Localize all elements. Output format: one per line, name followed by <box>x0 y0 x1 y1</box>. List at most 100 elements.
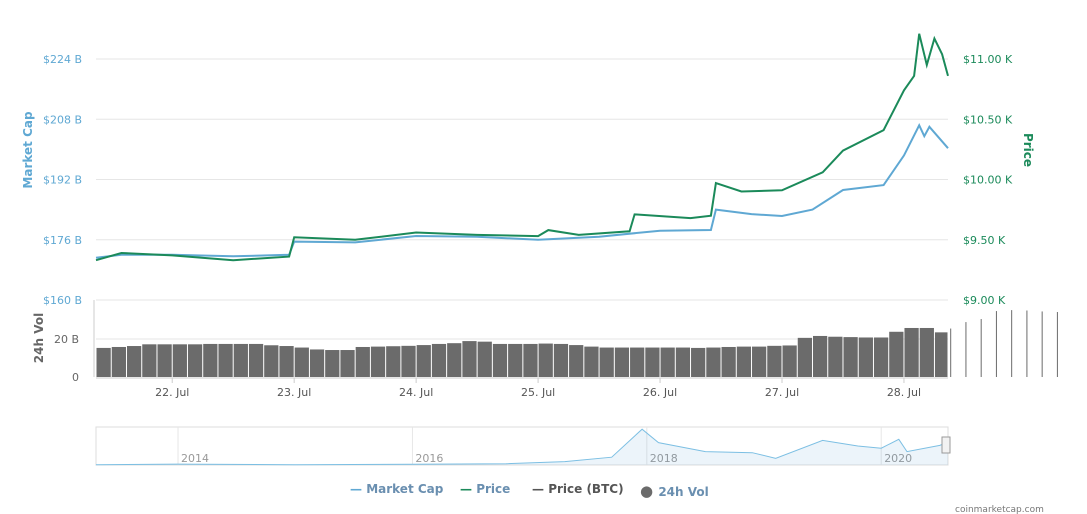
price-line <box>95 33 949 262</box>
volume-bar <box>995 311 997 377</box>
x-tick-label: 28. Jul <box>887 386 921 399</box>
volume-bar <box>96 347 111 377</box>
credit[interactable]: coinmarketcap.com <box>955 505 1044 514</box>
volume-bar <box>782 345 797 377</box>
volume-bar <box>279 346 294 377</box>
volume-bar <box>447 343 462 377</box>
navigator-year-label: 2016 <box>415 452 443 465</box>
volume-bar <box>812 335 828 377</box>
volume-bar <box>462 341 477 377</box>
market-cap-line <box>95 123 949 259</box>
volume-bar <box>492 343 508 377</box>
left-tick-label: $160 B <box>43 294 82 307</box>
volume-bar <box>370 346 386 377</box>
vol-tick-label: 0 <box>72 371 79 384</box>
volume-bar <box>706 347 721 377</box>
volume-bar <box>325 350 340 377</box>
volume-bar <box>248 343 264 377</box>
volume-bar <box>721 346 736 377</box>
legend-item-24h-vol[interactable]: ● 24h Vol <box>640 482 709 500</box>
navigator-line <box>95 428 949 466</box>
volume-bar <box>843 337 858 377</box>
volume-bar <box>340 350 355 377</box>
x-tick-label: 23. Jul <box>277 386 311 399</box>
right-tick-label: $11.00 K <box>963 53 1013 66</box>
volume-bar <box>416 345 431 377</box>
right-axis-title: Price <box>1021 133 1035 167</box>
x-tick-label: 22. Jul <box>155 386 189 399</box>
volume-bar <box>1011 310 1013 377</box>
volume-bar <box>142 344 157 377</box>
volume-bar <box>126 346 142 377</box>
right-tick-label: $10.00 K <box>963 174 1013 187</box>
volume-bar <box>309 349 325 377</box>
volume-bar <box>660 347 675 377</box>
legend-item-market-cap[interactable]: — Market Cap <box>350 482 444 496</box>
volume-bar <box>233 343 248 377</box>
volume-bar <box>736 346 752 377</box>
legend-line-icon: — <box>532 482 549 496</box>
left-tick-label: $208 B <box>43 113 82 126</box>
volume-bar <box>599 347 614 377</box>
legend-line-icon: — <box>350 482 367 496</box>
volume-bar <box>1056 312 1058 377</box>
volume-bar <box>111 346 126 377</box>
volume-bar <box>965 322 967 377</box>
legend-item-price-btc[interactable]: — Price (BTC) <box>532 482 624 496</box>
left-tick-label: $192 B <box>43 174 82 187</box>
vol-axis-title: 24h Vol <box>32 313 46 363</box>
volume-bar <box>828 336 843 377</box>
left-axis-title: Market Cap <box>21 111 35 189</box>
volume-bar <box>767 345 782 377</box>
volume-bar <box>386 346 401 377</box>
volume-bar <box>645 347 660 377</box>
volume-bar <box>752 346 767 377</box>
navigator-area <box>96 429 948 465</box>
x-tick-label: 26. Jul <box>643 386 677 399</box>
volume-bar <box>508 343 523 377</box>
volume-bar <box>797 337 812 377</box>
volume-bar <box>614 347 630 377</box>
left-tick-label: $176 B <box>43 234 82 247</box>
vol-tick-label: 20 B <box>54 333 79 346</box>
volume-bar <box>889 331 904 377</box>
volume-bar <box>553 343 569 377</box>
navigator-handle <box>941 436 951 454</box>
volume-bar <box>919 327 934 377</box>
volume-bar <box>950 328 952 377</box>
right-tick-label: $9.00 K <box>963 294 1006 307</box>
volume-bar <box>569 345 584 377</box>
volume-bar <box>630 347 645 377</box>
navigator-year-label: 2014 <box>181 452 209 465</box>
volume-bar <box>934 332 948 377</box>
right-tick-label: $10.50 K <box>963 113 1013 126</box>
navigator-year-label: 2018 <box>650 452 678 465</box>
left-tick-label: $224 B <box>43 53 82 66</box>
x-tick-label: 27. Jul <box>765 386 799 399</box>
legend-item-price[interactable]: — Price <box>460 482 511 496</box>
legend-circle-icon: ● <box>640 482 659 500</box>
navigator <box>95 426 949 466</box>
volume-bar <box>584 346 599 377</box>
right-tick-label: $9.50 K <box>963 234 1006 247</box>
volume-bar <box>1041 311 1043 377</box>
volume-bar <box>172 344 187 377</box>
navigator-year-label: 2020 <box>884 452 912 465</box>
volume-bar <box>691 347 706 377</box>
volume-bar <box>294 347 309 377</box>
volume-bar <box>980 319 982 377</box>
volume-bar <box>523 343 538 377</box>
volume-bar <box>218 343 233 377</box>
volume-bar <box>264 345 279 377</box>
volume-bar <box>1026 310 1028 377</box>
volume-bar <box>538 343 553 377</box>
volume-bar <box>203 343 218 377</box>
volume-bar <box>904 327 919 377</box>
x-tick-label: 24. Jul <box>399 386 433 399</box>
volume-bar <box>477 341 492 377</box>
volume-bar <box>873 337 889 377</box>
volume-bar <box>431 343 447 377</box>
volume-bar <box>355 346 370 377</box>
